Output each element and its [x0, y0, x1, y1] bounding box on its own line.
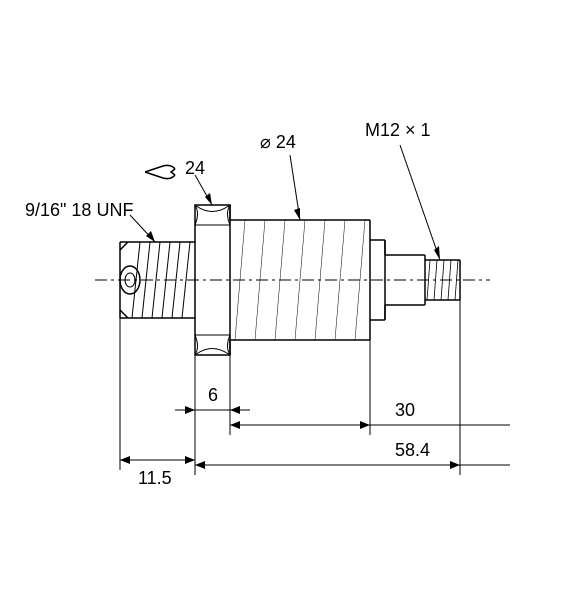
dim-total-length: [195, 300, 510, 475]
leader-unf: [130, 215, 155, 242]
label-dim-6: 6: [208, 385, 218, 406]
label-dim-58-4: 58.4: [395, 440, 430, 461]
leader-m12: [400, 145, 440, 260]
wrench-icon: [145, 165, 175, 178]
label-dim-30: 30: [395, 400, 415, 421]
sensor-svg: [0, 0, 565, 608]
label-dim-11-5: 11.5: [138, 468, 172, 489]
dim-thread-length: [120, 318, 195, 470]
dim-body-length: [230, 340, 510, 435]
label-unf: 9/16" 18 UNF: [25, 200, 133, 221]
label-diameter: ⌀ 24: [260, 132, 296, 153]
leader-diameter: [290, 155, 300, 220]
label-m12: M12 × 1: [365, 120, 431, 141]
label-wrench: 24: [185, 158, 205, 179]
leader-wrench: [195, 175, 212, 205]
sensor-technical-drawing: M12 × 1 ⌀ 24 24 9/16" 18 UNF 6 11.5 30 5…: [0, 0, 565, 608]
